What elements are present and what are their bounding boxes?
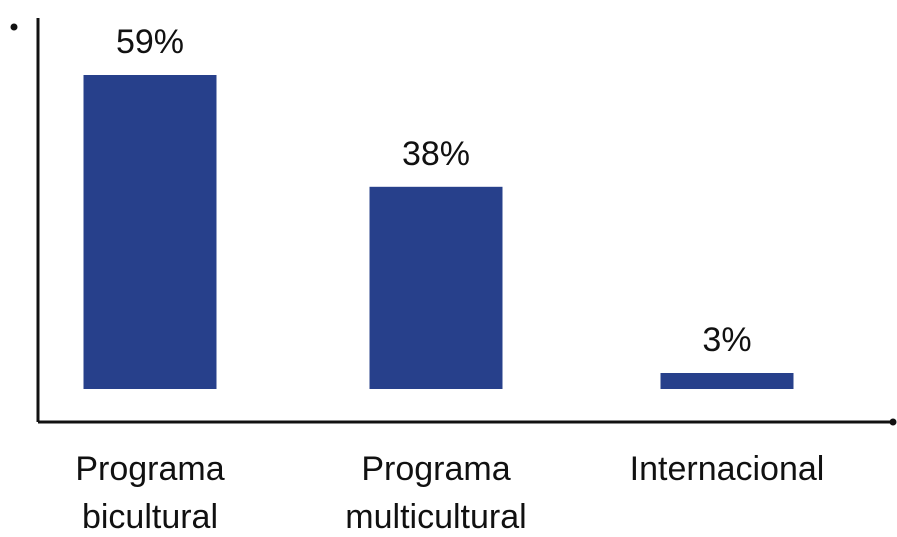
category-tick-labels: Programa bicultural Programa multicultural I… xyxy=(75,450,824,536)
value-label-2: 38% xyxy=(402,135,470,173)
value-label-3: 3% xyxy=(702,321,751,359)
category-label-3: Internacional xyxy=(630,450,825,488)
category-label-3-line-1: Internacional xyxy=(630,450,825,488)
data-labels: 59% 38% 3% xyxy=(116,23,752,359)
category-label-2-line-1: Programa xyxy=(361,450,510,488)
x-axis-end-marker xyxy=(889,418,897,426)
value-label-1: 59% xyxy=(116,23,184,61)
bar-series xyxy=(83,75,794,389)
chart-axes xyxy=(10,18,897,426)
category-label-2: Programa multicultural xyxy=(345,450,526,536)
category-label-1-line-1: Programa xyxy=(75,450,224,488)
bar-1 xyxy=(83,75,217,389)
bar-3 xyxy=(660,373,794,389)
category-label-1-line-2: bicultural xyxy=(82,498,218,536)
y-axis-marker xyxy=(10,23,18,31)
category-label-2-line-2: multicultural xyxy=(345,498,526,536)
bar-2 xyxy=(369,186,503,389)
category-label-1: Programa bicultural xyxy=(75,450,224,536)
